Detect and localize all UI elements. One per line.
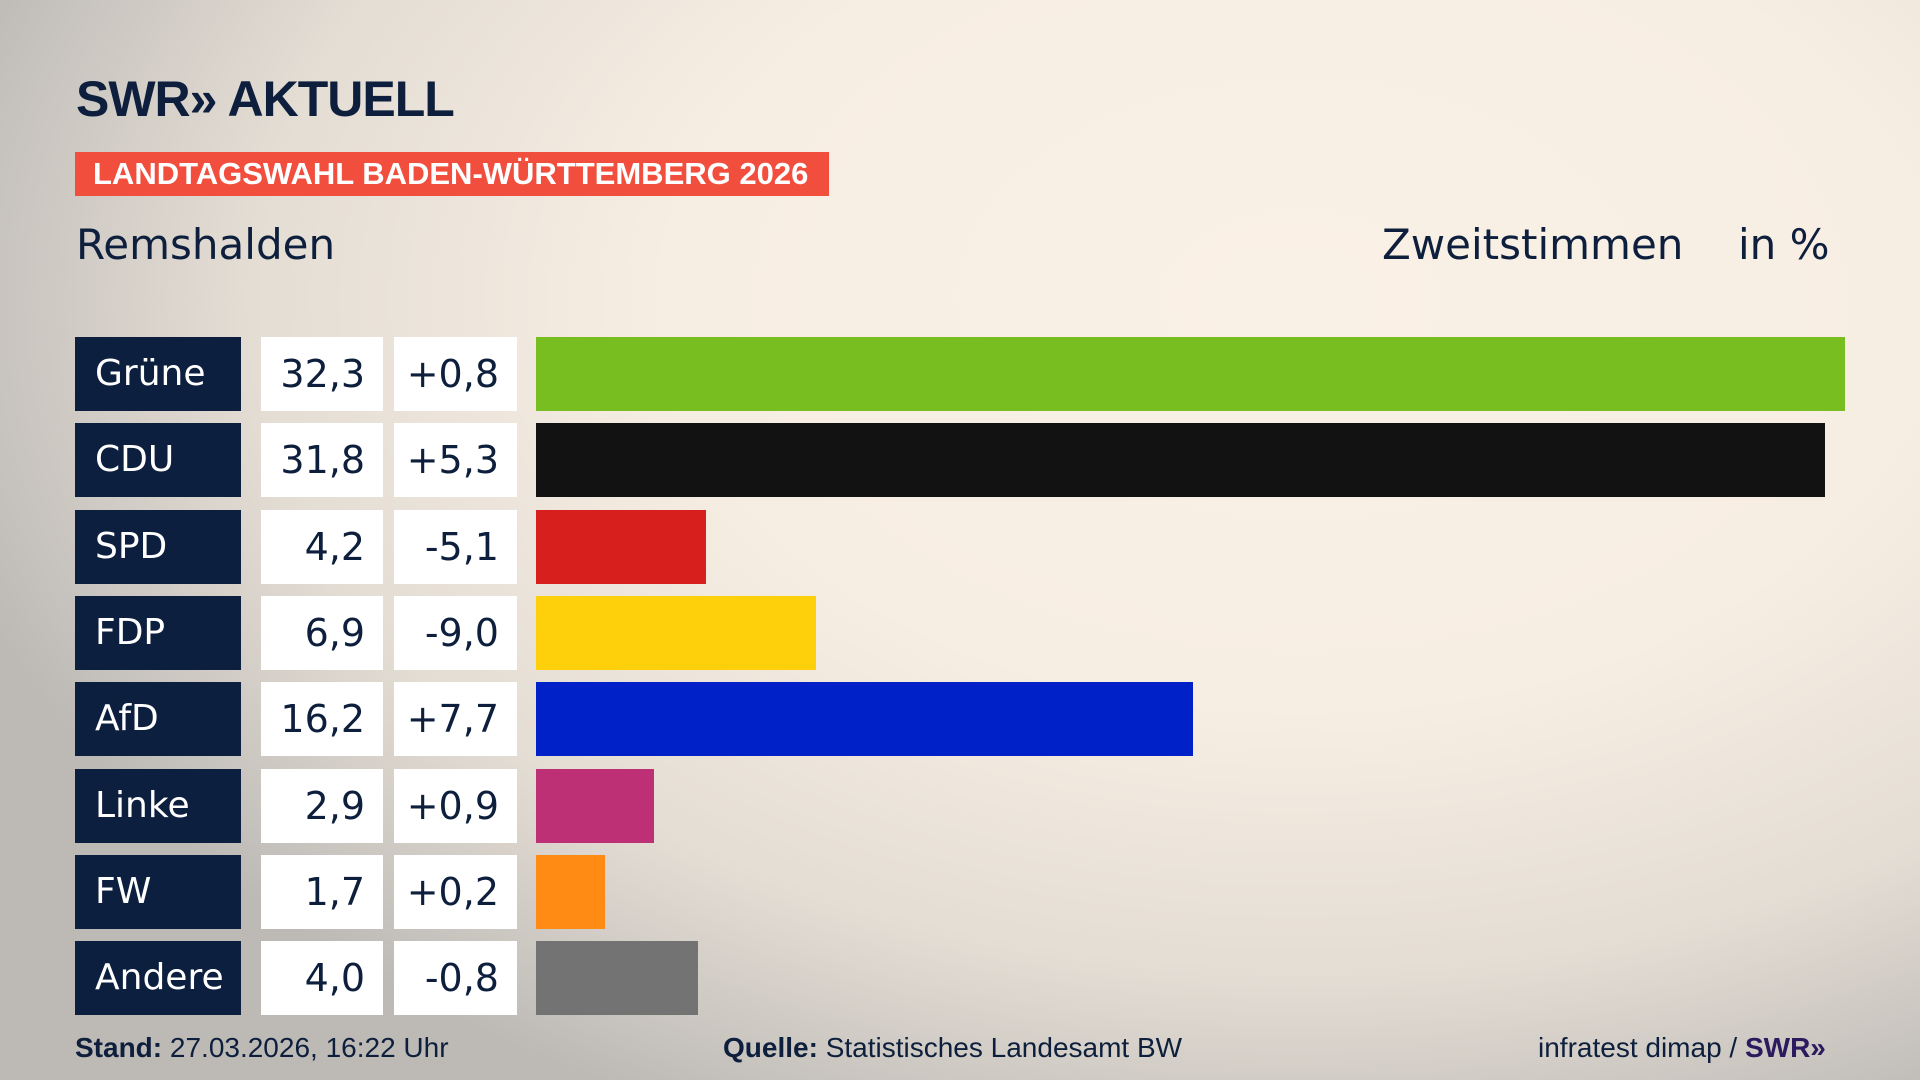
change-label: +0,2 (394, 854, 517, 929)
party-label: FW (75, 854, 241, 929)
bar (536, 509, 707, 584)
value-label: 1,7 (261, 854, 383, 929)
bar (536, 682, 1193, 757)
value-label: 31,8 (261, 423, 383, 498)
bar (536, 423, 1825, 498)
bar (536, 854, 605, 929)
source: Quelle: Statistisches Landesamt BW (723, 1032, 1182, 1064)
vote-type-label: Zweitstimmen (1382, 220, 1684, 269)
party-label: Linke (75, 768, 241, 843)
stand-value: 27.03.2026, 16:22 Uhr (169, 1032, 449, 1063)
party-label: FDP (75, 595, 241, 670)
value-label: 6,9 (261, 595, 383, 670)
change-label: +0,9 (394, 768, 517, 843)
value-label: 2,9 (261, 768, 383, 843)
value-label: 32,3 (261, 337, 383, 411)
value-label: 4,2 (261, 509, 383, 584)
party-label: AfD (75, 682, 241, 757)
unit-label: in % (1738, 220, 1830, 269)
change-label: +5,3 (394, 423, 517, 498)
source-value: Statistisches Landesamt BW (825, 1032, 1183, 1063)
change-label: -9,0 (394, 595, 517, 670)
credit: infratest dimap / SWR» (1538, 1032, 1826, 1064)
region-title: Remshalden (76, 220, 336, 269)
change-label: -5,1 (394, 509, 517, 584)
party-label: Andere (75, 941, 241, 1016)
swr-logo: SWR» (1744, 1032, 1826, 1063)
value-label: 16,2 (261, 682, 383, 757)
party-label: SPD (75, 509, 241, 584)
change-label: +0,8 (394, 337, 517, 411)
party-label: Grüne (75, 337, 241, 411)
bar (536, 768, 654, 843)
bar (536, 337, 1845, 411)
change-label: -0,8 (394, 941, 517, 1016)
bar (536, 595, 816, 670)
stand-label: Stand: (75, 1032, 163, 1063)
source-label: Quelle: (723, 1032, 818, 1063)
swr-aktuell-logo: SWR» AKTUELL (76, 71, 455, 127)
party-label: CDU (75, 423, 241, 498)
change-label: +7,7 (394, 682, 517, 757)
bar (536, 941, 699, 1016)
credit-text: infratest dimap / (1538, 1032, 1738, 1063)
value-label: 4,0 (261, 941, 383, 1016)
timestamp: Stand: 27.03.2026, 16:22 Uhr (75, 1032, 449, 1064)
election-banner: LANDTAGSWAHL BADEN-WÜRTTEMBERG 2026 (75, 152, 829, 196)
